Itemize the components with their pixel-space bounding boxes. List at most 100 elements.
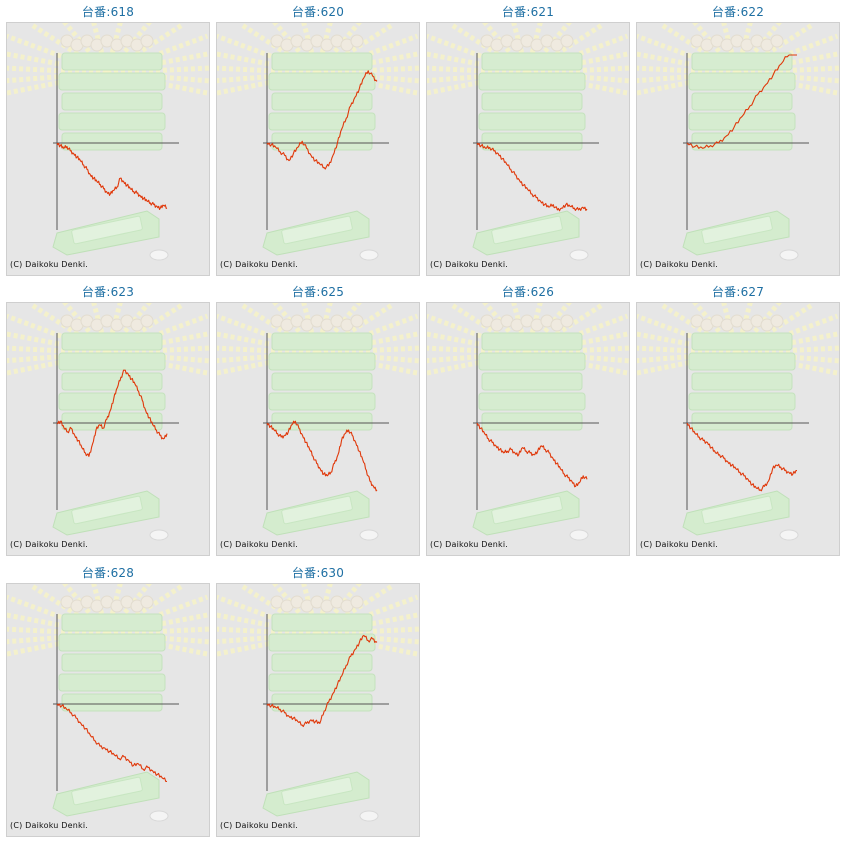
dish-art — [149, 810, 169, 822]
machine-chart-panel: 台番:618 (C) Daikoku Denki. — [6, 0, 210, 276]
machine-chart-panel: 台番:628 (C) Daikoku Denki. — [6, 561, 210, 837]
stacked-trays-art — [688, 332, 796, 431]
background-art — [427, 23, 629, 261]
data-series-line — [56, 142, 168, 211]
dish-art — [149, 529, 169, 541]
data-series-line — [56, 703, 168, 783]
dish-art — [359, 249, 379, 261]
copyright-label: (C) Daikoku Denki. — [220, 260, 299, 269]
stacked-trays-art — [268, 332, 376, 431]
ball-pile-art — [270, 314, 364, 332]
stacked-trays-art — [478, 332, 586, 431]
machine-number-title[interactable]: 台番:625 — [291, 285, 345, 299]
machine-chart-panel: 台番:625 (C) Daikoku Denki. — [216, 280, 420, 556]
stacked-trays-art — [268, 52, 376, 151]
copyright-label: (C) Daikoku Denki. — [220, 540, 299, 549]
machine-chart-panel: 台番:622 (C) Daikoku Denki. — [636, 0, 840, 276]
machine-number-title[interactable]: 台番:621 — [501, 5, 555, 19]
slump-graph — [427, 23, 629, 261]
chart-frame: (C) Daikoku Denki. — [426, 302, 630, 556]
copyright-label: (C) Daikoku Denki. — [430, 260, 509, 269]
machine-number-title[interactable]: 台番:620 — [291, 5, 345, 19]
stacked-trays-art — [688, 52, 796, 151]
background-art — [637, 303, 839, 541]
background-art — [7, 23, 209, 261]
slump-graph — [7, 584, 209, 822]
data-series-line — [686, 54, 797, 149]
stacked-trays-art — [58, 613, 166, 712]
copyright-label: (C) Daikoku Denki. — [430, 540, 509, 549]
stacked-trays-art — [58, 332, 166, 431]
background-art — [217, 23, 419, 261]
chart-frame: (C) Daikoku Denki. — [6, 22, 210, 276]
chart-frame: (C) Daikoku Denki. — [636, 302, 840, 556]
ball-pile-art — [690, 314, 784, 332]
machine-chart-panel: 台番:627 (C) Daikoku Denki. — [636, 280, 840, 556]
copyright-label: (C) Daikoku Denki. — [10, 821, 89, 830]
machine-chart-panel: 台番:623 (C) Daikoku Denki. — [6, 280, 210, 556]
copyright-label: (C) Daikoku Denki. — [220, 821, 299, 830]
background-art — [217, 303, 419, 541]
data-series-line — [56, 369, 168, 457]
machine-number-title[interactable]: 台番:630 — [291, 566, 345, 580]
dish-art — [149, 249, 169, 261]
slump-graph — [637, 303, 839, 541]
chart-frame: (C) Daikoku Denki. — [216, 22, 420, 276]
dish-art — [779, 529, 799, 541]
stacked-trays-art — [58, 52, 166, 151]
dish-art — [569, 249, 589, 261]
data-series-line — [266, 70, 378, 170]
copyright-label: (C) Daikoku Denki. — [640, 260, 719, 269]
chart-frame: (C) Daikoku Denki. — [636, 22, 840, 276]
chart-frame: (C) Daikoku Denki. — [426, 22, 630, 276]
machine-number-title[interactable]: 台番:622 — [711, 5, 765, 19]
ball-pile-art — [480, 314, 574, 332]
machine-number-title[interactable]: 台番:626 — [501, 285, 555, 299]
machine-number-title[interactable]: 台番:628 — [81, 566, 135, 580]
machine-number-title[interactable]: 台番:627 — [711, 285, 765, 299]
background-art — [7, 584, 209, 822]
slump-graph — [217, 23, 419, 261]
copyright-label: (C) Daikoku Denki. — [10, 540, 89, 549]
stacked-trays-art — [268, 613, 376, 712]
ball-pile-art — [270, 34, 364, 52]
copyright-label: (C) Daikoku Denki. — [640, 540, 719, 549]
ball-pile-art — [480, 34, 574, 52]
ball-pile-art — [270, 595, 364, 613]
background-art — [217, 584, 419, 822]
background-art — [7, 303, 209, 541]
slump-graph — [7, 303, 209, 541]
chart-frame: (C) Daikoku Denki. — [6, 583, 210, 837]
dish-art — [359, 810, 379, 822]
data-series-line — [266, 634, 378, 728]
machine-number-title[interactable]: 台番:623 — [81, 285, 135, 299]
data-series-line — [266, 420, 378, 492]
slump-graph — [637, 23, 839, 261]
slump-graph — [217, 584, 419, 822]
machine-chart-panel: 台番:620 (C) Daikoku Denki. — [216, 0, 420, 276]
chart-frame: (C) Daikoku Denki. — [216, 302, 420, 556]
machine-number-title[interactable]: 台番:618 — [81, 5, 135, 19]
slump-graph — [217, 303, 419, 541]
ball-pile-art — [60, 314, 154, 332]
chart-frame: (C) Daikoku Denki. — [216, 583, 420, 837]
data-series-line — [476, 142, 588, 212]
machine-chart-panel: 台番:626 (C) Daikoku Denki. — [426, 280, 630, 556]
copyright-label: (C) Daikoku Denki. — [10, 260, 89, 269]
background-art — [427, 303, 629, 541]
chart-frame: (C) Daikoku Denki. — [6, 302, 210, 556]
dish-art — [779, 249, 799, 261]
data-series-line — [476, 422, 588, 488]
ball-pile-art — [60, 595, 154, 613]
slump-graph — [7, 23, 209, 261]
machine-chart-panel: 台番:621 (C) Daikoku Denki. — [426, 0, 630, 276]
stacked-trays-art — [478, 52, 586, 151]
data-series-line — [686, 422, 797, 492]
slump-graph — [427, 303, 629, 541]
ball-pile-art — [60, 34, 154, 52]
machine-chart-panel: 台番:630 (C) Daikoku Denki. — [216, 561, 420, 837]
dish-art — [359, 529, 379, 541]
ball-pile-art — [690, 34, 784, 52]
dish-art — [569, 529, 589, 541]
background-art — [637, 23, 839, 261]
